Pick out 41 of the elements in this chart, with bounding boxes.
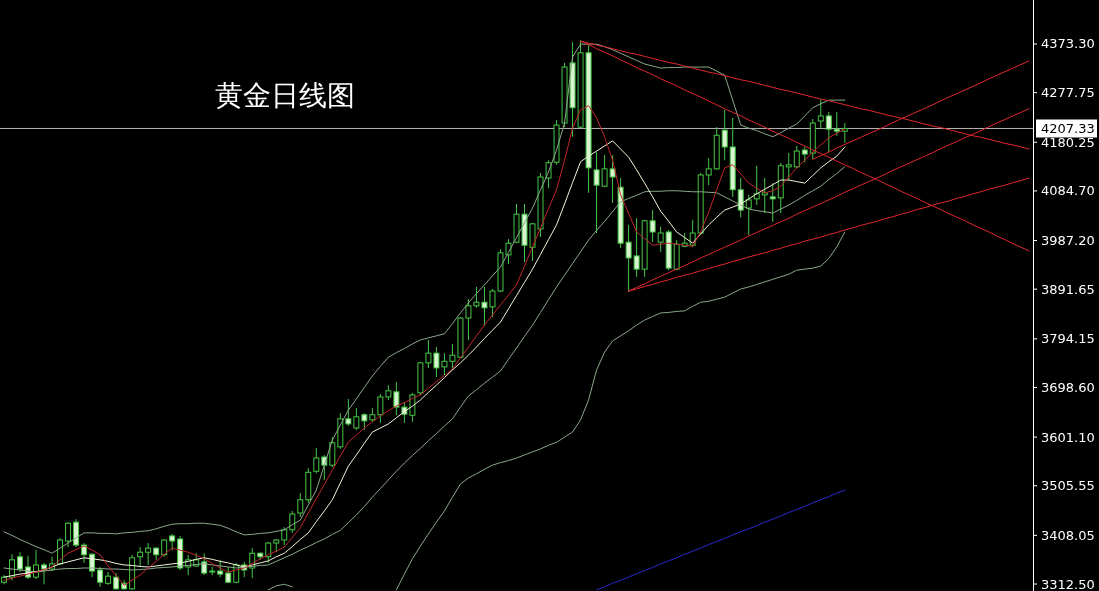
candlestick [145,542,152,566]
candlestick [753,165,760,206]
candlestick [329,436,336,468]
candlestick [745,194,752,236]
y-tick-label: 3408.05 [1041,527,1095,543]
y-tick-label: 4084.70 [1041,183,1095,199]
y-tick-label: 4180.25 [1041,134,1095,150]
y-tick-label: 3987.20 [1041,233,1095,249]
y-tick-label: 3794.15 [1041,331,1095,347]
candlestick [705,157,712,186]
candlestick [313,447,320,474]
candlestick [785,152,792,181]
candlestick [817,98,824,130]
candlestick [721,109,728,161]
candlestick [137,546,144,568]
ref-line-label: 4207.33 [1041,120,1095,136]
candlestick [41,562,48,585]
y-tick-label: 3891.65 [1041,281,1095,297]
y-tick-label: 3601.10 [1041,429,1095,445]
candlestick [81,542,88,564]
candlestick [73,518,80,548]
candlestick [737,177,744,218]
candlestick [97,566,104,588]
candlestick [833,111,840,137]
y-tick-label: 4373.30 [1041,36,1095,52]
y-tick-label: 4277.75 [1041,85,1095,101]
candlestick [265,541,272,564]
candlestick [65,521,72,548]
y-tick-label: 3312.50 [1041,576,1095,591]
candlestick [17,551,23,573]
y-tick-label: 3505.55 [1041,478,1095,494]
text: 黄金日线图 [215,78,355,112]
candlestick [353,407,360,431]
candlestick [657,226,664,253]
candlestick [825,111,832,153]
candlestick [345,398,352,427]
line-series [596,489,846,591]
candlestick [297,492,304,518]
line-series [3,43,846,554]
candlestick [769,182,776,223]
y-tick-label: 3698.60 [1041,379,1095,395]
